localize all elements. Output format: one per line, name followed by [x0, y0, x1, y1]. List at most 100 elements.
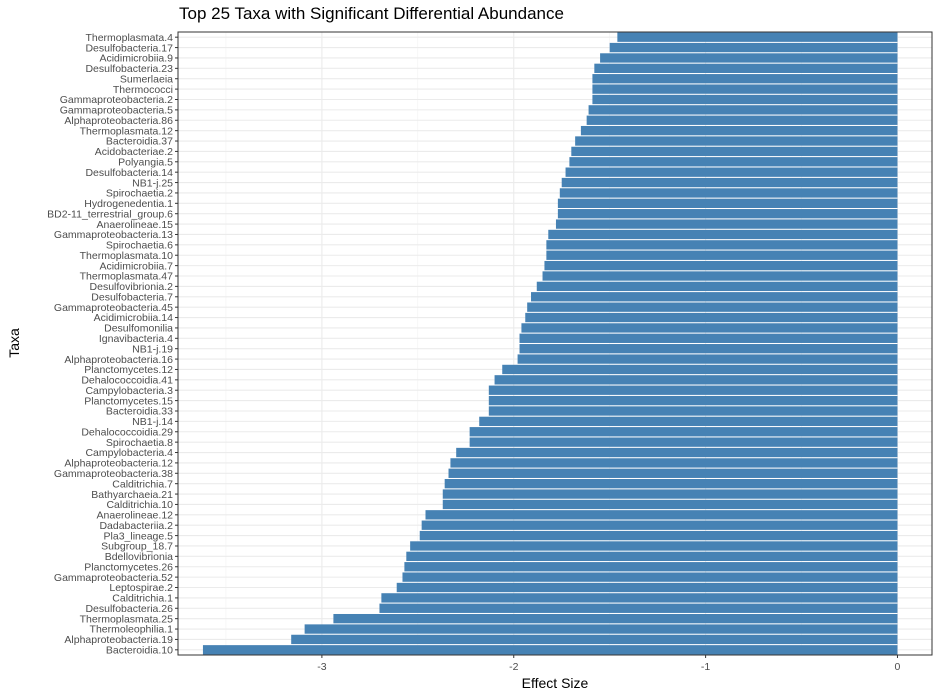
bar	[565, 167, 898, 177]
x-axis-label: Effect Size	[521, 675, 589, 691]
bar	[456, 447, 898, 458]
bar	[421, 520, 898, 530]
y-tick-label: Calditrichia.10	[106, 499, 173, 511]
bar	[527, 302, 898, 312]
y-tick-label: Dadabacteriia.2	[99, 520, 173, 532]
bar	[555, 219, 898, 229]
y-tick-label: NB1-j.19	[132, 343, 173, 355]
bar	[517, 354, 898, 364]
y-tick-label: NB1-j.14	[132, 416, 173, 428]
y-tick-label: Planctomycetes.26	[84, 561, 173, 573]
plot-panel	[178, 32, 932, 655]
y-tick-label: Desulfobacteria.17	[85, 42, 173, 54]
y-tick-label: Acidimicrobiia.7	[99, 260, 173, 272]
y-tick-label: Thermoleophilia.1	[90, 624, 174, 636]
bar	[202, 645, 898, 655]
y-tick-label: Sumerlaeia	[120, 73, 173, 85]
x-tick-label: -2	[509, 661, 518, 673]
bar	[425, 510, 898, 520]
y-tick-label: Anaerolineae.15	[97, 219, 174, 231]
bar	[304, 624, 898, 634]
bar	[448, 468, 898, 478]
bar	[450, 458, 898, 468]
y-tick-label: Bathyarchaeia.21	[91, 489, 173, 501]
y-tick-label: Calditrichia.1	[112, 593, 173, 605]
bar	[419, 530, 898, 541]
bar	[571, 146, 898, 157]
bar	[469, 437, 898, 447]
y-tick-label: Gammaproteobacteria.45	[54, 302, 173, 314]
y-tick-label: Calditrichia.7	[112, 478, 173, 490]
x-tick-label: -3	[317, 661, 326, 673]
bar	[617, 32, 898, 42]
bar	[592, 74, 898, 84]
y-tick-label: Bacteroidia.33	[106, 406, 173, 418]
bar	[442, 489, 898, 499]
y-tick-label: Campylobacteria.3	[85, 385, 173, 397]
bar	[609, 42, 898, 53]
bar	[488, 406, 898, 416]
y-tick-label: Hydrogenedentia.1	[84, 198, 173, 210]
y-tick-label: Gammaproteobacteria.52	[54, 572, 173, 584]
y-tick-label: Spirochaetia.2	[106, 188, 173, 200]
y-tick-label: Campylobacteria.4	[85, 447, 173, 459]
bar	[469, 427, 898, 437]
bar	[442, 499, 898, 510]
bar	[396, 582, 898, 593]
bar	[479, 416, 898, 427]
bar	[404, 562, 898, 572]
y-tick-label: Thermoplasmata.10	[80, 250, 174, 262]
y-tick-label: Desulfobacteria.14	[85, 167, 173, 179]
bar	[291, 634, 898, 645]
y-tick-label: Dehalococcoidia.29	[81, 426, 173, 438]
y-tick-label: Desulfobacteria.26	[85, 603, 173, 615]
bar	[502, 364, 898, 375]
bar	[569, 157, 898, 167]
y-tick-label: Thermoplasmata.25	[80, 613, 174, 625]
y-tick-label: Alphaproteobacteria.86	[64, 115, 173, 127]
plot-border	[177, 31, 933, 656]
y-tick-label: Thermoplasmata.47	[80, 271, 174, 283]
y-tick-label: Thermoplasmata.4	[85, 32, 173, 44]
y-tick-label: Gammaproteobacteria.5	[60, 105, 173, 117]
y-tick-label: Ignavibacteria.4	[99, 333, 173, 345]
bar	[519, 333, 898, 343]
bar	[557, 198, 898, 208]
bar	[542, 271, 898, 281]
y-tick-label: Subgroup_18.7	[101, 541, 173, 553]
x-tick-label: -1	[701, 661, 710, 673]
bar	[488, 395, 898, 406]
y-tick-label: Leptospirae.2	[109, 582, 173, 594]
bar	[494, 375, 898, 385]
y-tick-label: Desulfovibrionia.2	[90, 281, 174, 293]
bar	[561, 177, 898, 188]
bar	[402, 572, 898, 582]
y-tick-label: Desulfobacteria.7	[91, 291, 173, 303]
y-tick-label: Polyangia.5	[118, 156, 173, 168]
y-tick-label: Spirochaetia.6	[106, 240, 173, 252]
bar	[521, 323, 898, 333]
y-tick-label: Alphaproteobacteria.16	[64, 354, 173, 366]
bar	[575, 136, 898, 146]
bar	[546, 250, 898, 260]
bar	[444, 479, 898, 489]
bar	[592, 94, 898, 105]
y-tick-label: Gammaproteobacteria.13	[54, 229, 173, 241]
bar	[488, 385, 898, 395]
y-tick-label: Anaerolineae.12	[97, 510, 174, 522]
y-tick-label: BD2-11_terrestrial_group.6	[47, 208, 173, 220]
y-tick-label: Acidimicrobiia.14	[94, 312, 174, 324]
y-tick-label: Planctomycetes.12	[84, 364, 173, 376]
bar	[592, 84, 898, 94]
x-tick-label: 0	[895, 661, 901, 673]
y-tick-label: Acidobacteriae.2	[95, 146, 173, 158]
y-tick-label: Thermoplasmata.12	[80, 125, 174, 137]
bar	[333, 613, 898, 624]
y-tick-label: Planctomycetes.15	[84, 395, 173, 407]
bar	[525, 312, 898, 323]
bar	[519, 344, 898, 354]
y-tick-label: Dehalococcoidia.41	[81, 375, 173, 387]
y-tick-label: Alphaproteobacteria.12	[64, 458, 173, 470]
chart-title: Top 25 Taxa with Significant Differentia…	[179, 4, 564, 23]
y-tick-label: Bacteroidia.10	[106, 645, 173, 657]
